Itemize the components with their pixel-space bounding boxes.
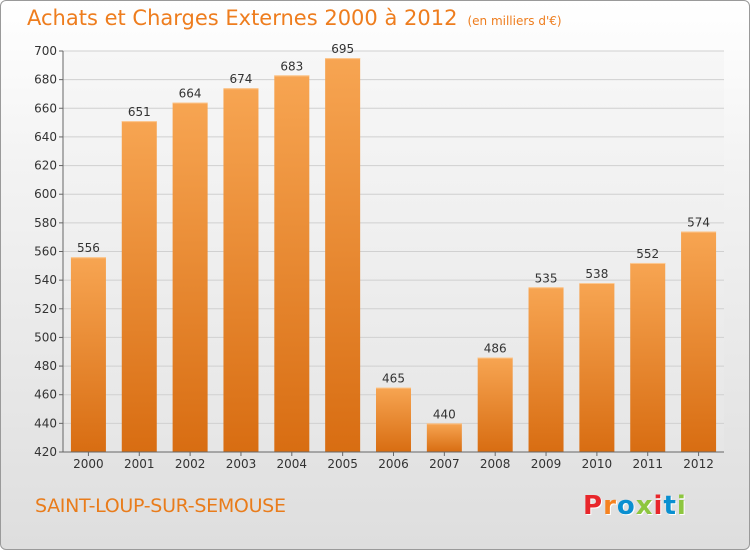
x-tick-label-2008: 2008 [480,457,511,471]
bar-2006 [376,387,411,452]
y-tick-label: 620 [34,159,57,173]
logo-letter: r [603,491,617,521]
bar-2003 [223,88,259,452]
bar-2000 [70,257,106,452]
x-tick-label-2007: 2007 [429,457,460,471]
y-tick-label: 680 [34,73,57,87]
x-tick-label-2006: 2006 [378,457,409,471]
bar-2010 [579,283,615,452]
x-axis: 2000 2001 2002 2003 2004 2005 2006 2007 2008 2009… [63,451,724,471]
logo-letter: x [635,491,654,521]
data-label-2000: 556 [77,241,100,255]
data-label-2005: 695 [331,42,354,56]
data-label-2001: 651 [128,105,151,119]
bar-2004 [274,75,310,452]
data-label-2004: 683 [280,59,303,73]
x-tick-label-2012: 2012 [683,457,714,471]
bar-2009 [528,287,564,452]
y-tick-label: 700 [34,44,57,58]
bar-2001 [121,121,157,453]
logo-letter: t [663,491,677,521]
x-tick-label-2003: 2003 [226,457,257,471]
y-tick-label: 540 [34,273,57,287]
data-label-2010: 538 [585,267,608,281]
y-tick-label: 440 [34,416,57,430]
x-tick-label-2002: 2002 [175,457,206,471]
y-tick-label: 520 [34,302,57,316]
chart-title: Achats et Charges Externes 2000 à 2012 (e… [27,6,562,30]
data-label-2006: 465 [382,372,405,386]
data-label-2002: 664 [179,87,202,101]
y-axis: 420 440 460 480 500 520 540 560 580 600 620 640 660 6… [34,44,64,459]
x-tick-label-2010: 2010 [582,457,613,471]
data-label-2007: 440 [433,407,456,421]
chart-subtitle: (en milliers d'€) [467,14,562,28]
x-tick-label-2001: 2001 [124,457,155,471]
bar-2011 [630,262,666,452]
y-tick-label: 640 [34,130,57,144]
y-tick-label: 500 [34,330,57,344]
y-tick-label: 480 [34,359,57,373]
y-tick-label: 460 [34,388,57,402]
data-label-2009: 535 [535,271,558,285]
y-tick-label: 560 [34,245,57,259]
bars [70,58,717,453]
logo-letter: i [676,491,687,521]
logo-letter: o [616,491,636,521]
y-tick-label: 660 [34,101,57,115]
x-tick-label-2000: 2000 [73,457,104,471]
data-labels: 556 651 664 674 683 695 465 440 486 535 538 552 574 [77,42,710,421]
logo-letter: P [583,491,604,521]
x-tick-label-2009: 2009 [531,457,562,471]
bar-2007 [426,423,462,452]
x-tick-label-2011: 2011 [632,457,663,471]
data-label-2012: 574 [687,215,710,229]
brand-logo: Proxiti [583,491,687,521]
y-tick-label: 420 [34,445,57,459]
bar-2002 [172,102,208,453]
logo-letter: i [653,491,664,521]
bar-2005 [325,58,361,453]
x-tick-label-2004: 2004 [277,457,308,471]
y-tick-label: 600 [34,187,57,201]
bar-2012 [681,231,717,452]
title-text: Achats et Charges Externes 2000 à 2012 [27,6,458,30]
bar-2008 [477,357,513,452]
data-label-2011: 552 [636,247,659,261]
data-label-2008: 486 [484,341,507,355]
location-name: SAINT-LOUP-SUR-SEMOUSE [35,495,286,517]
data-label-2003: 674 [230,72,253,86]
x-tick-label-2005: 2005 [327,457,358,471]
y-tick-label: 580 [34,216,57,230]
